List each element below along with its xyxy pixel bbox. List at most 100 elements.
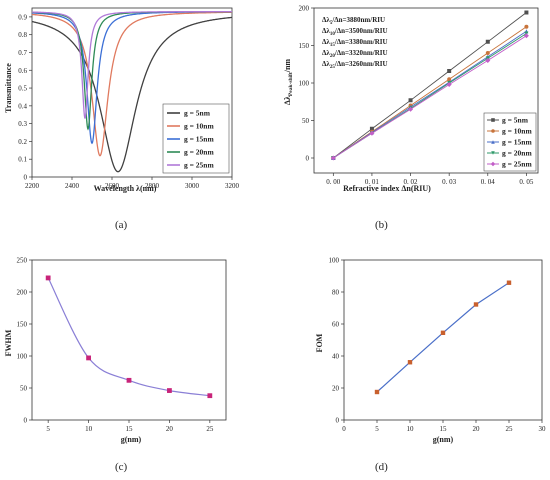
chart-a-xtick-label: 3000 (185, 182, 200, 190)
chart-a-xtick-label: 2600 (105, 182, 120, 190)
chart-b-point (446, 82, 452, 87)
chart-b-legend-label: g = 10nm (502, 127, 532, 136)
chart-b-annotation-sub: 25 (330, 65, 336, 70)
chart-c-ytick-label: 250 (17, 257, 28, 265)
chart-b-legend-label: g = 5nm (502, 116, 529, 125)
chart-b-xtick-label: 0. 03 (442, 178, 457, 186)
chart-b-legend-marker (491, 151, 495, 155)
chart-a-legend-label: g = 10nm (184, 122, 214, 131)
chart-c-xtick-label: 25 (206, 425, 214, 433)
chart-b-ytick-label: 100 (299, 80, 310, 88)
chart-d-point (407, 360, 413, 365)
chart-b-annotation-sub: 10 (330, 32, 336, 37)
chart-c-ytick-label: 150 (17, 321, 28, 329)
chart-a-transmittance: 2200 2400 2600 2800 3000 3200 0 0.1 0.2 0.3 0.4 0.5… (18, 7, 240, 190)
chart-d-frame (343, 259, 543, 421)
chart-d-point (374, 389, 380, 395)
chart-d-fom: 0 5 10 15 20 25 30 0 20 40 60 80 100 (329, 257, 547, 434)
chart-a-frame (31, 7, 233, 178)
chart-b-ytick-label: 200 (299, 5, 310, 13)
chart-a-xtick-label: 2400 (65, 182, 80, 190)
chart-a-xtick-label: 2200 (25, 182, 40, 190)
chart-a-ytick-label: 0.8 (18, 31, 27, 39)
chart-a-ytick-label: 0.7 (18, 49, 27, 57)
chart-a-series-line (31, 11, 232, 157)
chart-d-xtick-label: 10 (407, 425, 415, 433)
chart-b-series-line (333, 35, 527, 159)
chart-d-ytick-label: 0 (336, 417, 340, 425)
panel-label-c: (c) (115, 461, 128, 473)
chart-c-point (167, 388, 172, 393)
chart-b-peak-shift: 0. 00 0. 01 0. 02 0. 03 0. 04 0. 05 0 50 100 150 2… (299, 5, 539, 186)
chart-b-point (524, 24, 529, 29)
chart-a-ytick-label: 0.6 (18, 67, 27, 75)
chart-b-annotation: Δλ15/Δn=3380nm/RIU (322, 38, 388, 48)
chart-b-point (369, 126, 374, 131)
chart-b-annotation-rest: /Δn=3380nm/RIU (334, 38, 388, 46)
chart-d-ytick-label: 40 (332, 353, 340, 361)
chart-a-ytick-label: 0.1 (18, 156, 27, 164)
chart-b-point (408, 98, 413, 103)
chart-b-xtick-label: 0. 02 (404, 178, 419, 186)
chart-d-xtick-label: 25 (506, 425, 514, 433)
chart-b-annotation-lead: Δλ (322, 38, 330, 46)
chart-d-ytick-label: 100 (329, 257, 340, 265)
chart-b-annotation-rest: /Δn=3260nm/RIU (334, 60, 388, 68)
chart-b-legend-marker (490, 161, 496, 167)
chart-a-series-line (32, 16, 232, 173)
chart-b-annotation: Δλ5/Δn=3880nm/RIU (322, 16, 385, 26)
chart-b-annotation-sub: 15 (330, 43, 336, 48)
chart-a-xlabel: Wavelength λ(nm) (94, 184, 157, 193)
chart-b-legend-marker (491, 140, 495, 144)
chart-d-line (376, 282, 510, 393)
chart-d-ytick-label: 20 (332, 385, 340, 393)
chart-a-ytick-label: 0.9 (18, 13, 27, 21)
chart-b-ylabel: ΔλPeak-shift/nm (283, 59, 294, 105)
chart-b-point (408, 106, 414, 112)
chart-d-xtick-label: 30 (539, 425, 547, 433)
chart-b-annotation-lead: Δλ (322, 49, 330, 57)
chart-b-ylabel-sub: Peak-shift (288, 72, 294, 96)
chart-b-legend-marker (491, 118, 495, 122)
chart-b-annotation: Δλ10/Δn=3500nm/RIU (322, 27, 388, 37)
chart-b-annotation: Δλ20/Δn=3320nm/RIU (322, 49, 388, 59)
chart-a-series-line (32, 10, 232, 119)
chart-b-xtick-label: 0. 04 (481, 178, 496, 186)
chart-a-legend-label: g = 15nm (184, 135, 214, 144)
chart-d-xtick-label: 5 (375, 425, 379, 433)
chart-b-point (447, 77, 452, 82)
chart-c-point (45, 275, 51, 281)
chart-b-point (330, 155, 336, 161)
chart-c-frame (31, 259, 227, 421)
chart-c-ytick-label: 0 (24, 417, 28, 425)
chart-c-ytick-label: 100 (17, 353, 28, 361)
chart-d-xtick-label: 20 (473, 425, 481, 433)
chart-b-annotation-rest: /Δn=3500nm/RIU (334, 27, 388, 35)
chart-a-ytick-label: 0.5 (18, 85, 27, 93)
chart-d-xtick-label: 0 (342, 425, 346, 433)
chart-d-point (506, 280, 512, 285)
chart-b-ytick-label: 50 (302, 117, 310, 125)
chart-b-xlabel: Refractive index Δn(RIU) (343, 184, 431, 193)
chart-b-frame (313, 7, 539, 174)
chart-a-legend-label: g = 5nm (184, 109, 211, 118)
chart-b-ytick-label: 150 (299, 42, 310, 50)
chart-b-legend-label: g = 20nm (502, 149, 532, 158)
chart-c-xtick-label: 5 (46, 425, 50, 433)
chart-d-ytick-label: 80 (332, 289, 340, 297)
chart-b-annotation-lead: Δλ (322, 60, 330, 68)
chart-b-annotation-lead: Δλ (322, 27, 330, 35)
chart-c-point (126, 377, 132, 383)
chart-c-xtick-label: 10 (85, 425, 93, 433)
chart-b-legend-label: g = 25nm (502, 160, 532, 169)
chart-a-ytick-label: 0.3 (18, 120, 27, 128)
chart-b-point (447, 69, 452, 73)
chart-b-annotation-rest: /Δn=3880nm/RIU (331, 16, 385, 24)
chart-c-point (207, 393, 213, 399)
chart-b-ytick-label: 0 (306, 155, 310, 163)
chart-d-ytick-label: 60 (332, 321, 340, 329)
chart-a-ytick-label: 0 (24, 174, 28, 182)
chart-c-ylabel: FWHM (4, 329, 13, 356)
chart-b-xtick-label: 0. 05 (519, 178, 534, 186)
